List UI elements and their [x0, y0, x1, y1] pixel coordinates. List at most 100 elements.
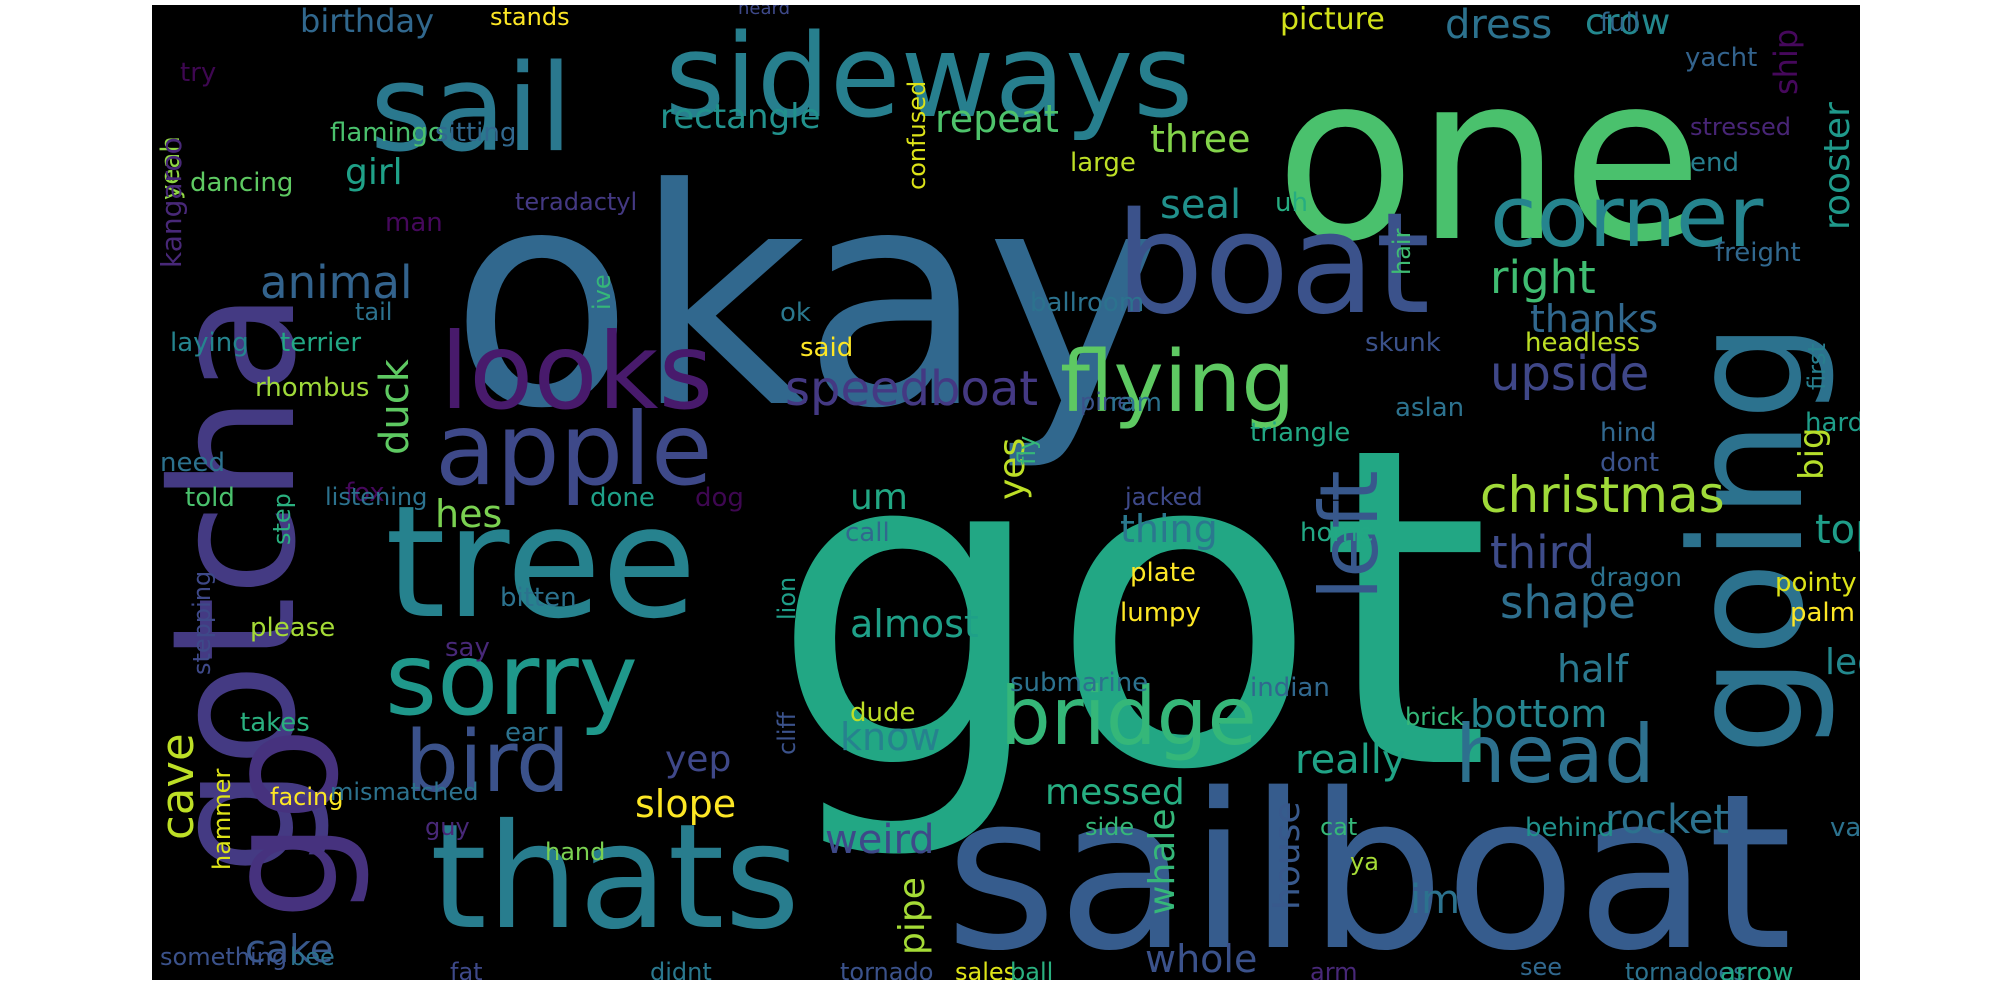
word-bridge: bridge — [1000, 670, 1257, 763]
word-kangaroo: kangaroo — [155, 137, 188, 268]
word-laying: laying — [170, 328, 249, 358]
word-submarine: submarine — [1010, 668, 1149, 698]
word-skunk: skunk — [1365, 328, 1441, 358]
word-large: large — [1070, 148, 1136, 178]
word-uh: uh — [1275, 188, 1308, 218]
word-sideways: sideways — [665, 10, 1194, 144]
word-fly: fly — [1013, 435, 1041, 465]
word-dress: dress — [1445, 5, 1553, 48]
word-pointy: pointy — [1775, 568, 1857, 598]
word-three: three — [1150, 117, 1251, 161]
word-bee: bee — [290, 943, 335, 971]
word-arm: arm — [1310, 958, 1358, 980]
word-full: full — [1600, 8, 1641, 38]
word-hand: hand — [545, 838, 606, 866]
word-ship: ship — [1767, 28, 1805, 95]
word-yep: yep — [665, 739, 732, 780]
word-bird: bird — [405, 713, 570, 812]
word-okay: okay — [450, 125, 1164, 474]
word-dragon: dragon — [1590, 563, 1683, 593]
word-teradactyl: teradactyl — [515, 188, 638, 216]
word-looks: looks — [440, 311, 714, 433]
word-shape: shape — [1500, 576, 1636, 629]
word-brick: brick — [1405, 703, 1464, 731]
word-thanks: thanks — [1530, 297, 1659, 341]
word-heard: heard — [738, 5, 791, 19]
word-duck: duck — [372, 359, 418, 455]
word-try: try — [180, 58, 217, 88]
word-third: third — [1490, 526, 1595, 579]
word-vase: vase — [1830, 813, 1860, 843]
word-bitten: bitten — [500, 583, 577, 613]
word-lumpy: lumpy — [1120, 598, 1201, 628]
word-ya: ya — [1350, 848, 1379, 876]
word-leg: leg — [1825, 642, 1860, 683]
word-ram: ram — [1110, 388, 1162, 418]
word-takes: takes — [240, 708, 310, 738]
word-tornadoes: tornadoes — [1625, 958, 1746, 980]
word-corner: corner — [1490, 168, 1764, 267]
word-girl: girl — [345, 152, 403, 193]
word-picture: picture — [1280, 5, 1385, 37]
word-fox: fox — [345, 478, 385, 508]
word-hind: hind — [1600, 418, 1657, 448]
word-step: step — [268, 493, 296, 545]
word-said: said — [800, 333, 854, 363]
word-end: end — [1690, 148, 1739, 178]
word-cave: cave — [152, 733, 204, 840]
word-boat: boat — [1115, 183, 1431, 346]
word-rooster: rooster — [1817, 102, 1858, 230]
word-say: say — [445, 633, 490, 663]
word-crow: crow — [1585, 5, 1671, 43]
word-cake: cake — [245, 927, 334, 971]
word-dont: dont — [1600, 448, 1660, 478]
word-whale: whale — [1142, 808, 1183, 915]
word-dancing: dancing — [190, 168, 294, 198]
word-pine: pine — [1080, 388, 1132, 416]
word-birthday: birthday — [300, 5, 435, 40]
word-headless: headless — [1525, 328, 1641, 358]
word-going: going — [1657, 322, 1838, 755]
word-ive: ive — [588, 274, 616, 310]
word-tail: tail — [355, 298, 393, 326]
word-indian: indian — [1250, 673, 1330, 703]
word-rocket: rocket — [1605, 797, 1730, 843]
word-rectangle: rectangle — [660, 97, 821, 137]
word-right: right — [1490, 251, 1596, 304]
word-call: call — [845, 518, 890, 548]
word-home: home — [1300, 518, 1374, 548]
word-thats: thats — [430, 793, 801, 962]
word-yacht: yacht — [1685, 43, 1758, 73]
word-triangle: triangle — [1250, 418, 1351, 448]
word-flamingo: flamingo — [330, 118, 444, 148]
word-rhombus: rhombus — [255, 373, 370, 403]
word-cloud: got okay one gotcha sailboat going sideways tre… — [152, 5, 1860, 980]
word-mismatched: mismatched — [330, 778, 479, 806]
word-lion: lion — [773, 576, 801, 620]
word-facing: facing — [270, 783, 344, 811]
word-cliff: cliff — [773, 711, 801, 755]
word-hair: hair — [1388, 228, 1416, 275]
word-house: house — [1267, 801, 1308, 910]
word-hard: hard — [1805, 408, 1860, 438]
word-apple: apple — [435, 391, 713, 508]
word-ball: ball — [1010, 958, 1054, 980]
word-head: head — [1455, 708, 1655, 801]
word-plate: plate — [1130, 558, 1196, 588]
word-told: told — [185, 483, 235, 513]
word-palm: palm — [1790, 598, 1855, 628]
word-stands: stands — [490, 5, 570, 31]
word-ok: ok — [780, 298, 811, 328]
word-really: really — [1295, 737, 1406, 783]
word-side: side — [1085, 813, 1135, 841]
word-flying: flying — [1060, 333, 1296, 432]
word-terrier: terrier — [280, 328, 362, 358]
word-hammer: hammer — [208, 768, 236, 870]
word-almost: almost — [850, 602, 979, 646]
word-upside: upside — [1490, 346, 1650, 402]
word-arrow: arrow — [1720, 958, 1794, 980]
word-thing: thing — [1120, 507, 1218, 551]
word-sailboat: sailboat — [945, 747, 1793, 980]
word-listening: listening — [325, 483, 428, 511]
word-slope: slope — [635, 782, 737, 826]
